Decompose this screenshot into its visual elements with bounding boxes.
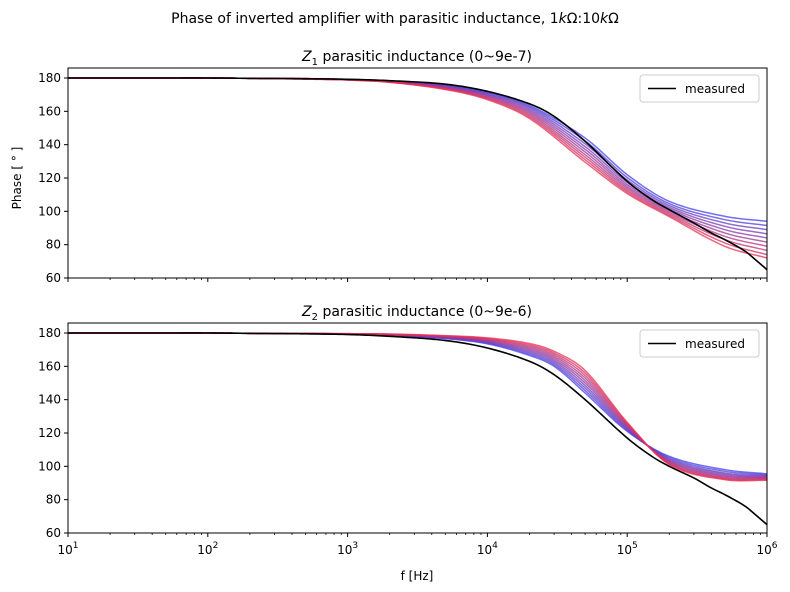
- y-tick-label: 100: [38, 204, 61, 218]
- plot-background: [68, 68, 767, 278]
- x-tick-label: 102: [197, 541, 218, 557]
- series-group: [68, 332, 767, 526]
- y-tick-label: 80: [46, 493, 61, 507]
- subplot-top-ylabel: Phase [ ° ]: [10, 147, 24, 210]
- subplot-top: Z1 parasitic inductance (0~9e-7) Phase […: [10, 49, 768, 285]
- y-tick-label: 100: [38, 459, 61, 473]
- series-group: [68, 77, 767, 271]
- y-tick-label: 140: [38, 138, 61, 152]
- x-tick-label: 103: [337, 541, 358, 557]
- x-tick-label: 105: [617, 541, 638, 557]
- x-tick-label: 104: [477, 541, 498, 557]
- y-tick-label: 160: [38, 104, 61, 118]
- figure-suptitle: Phase of inverted amplifier with parasit…: [171, 11, 619, 27]
- subplot-bottom: Z2 parasitic inductance (0~9e-6) f [Hz] …: [38, 304, 778, 583]
- y-tick-label: 120: [38, 426, 61, 440]
- y-tick-label: 160: [38, 359, 61, 373]
- y-tick-label: 180: [38, 71, 61, 85]
- axes-frame: [67, 322, 768, 534]
- legend: measured: [639, 74, 760, 103]
- y-tick-label: 60: [46, 271, 61, 285]
- y-tick-label: 60: [46, 526, 61, 540]
- legend-label: measured: [685, 337, 745, 351]
- legend: measured: [639, 329, 760, 358]
- axes-frame: [67, 67, 768, 279]
- y-tick-label: 120: [38, 171, 61, 185]
- y-tick-label: 80: [46, 238, 61, 252]
- y-tick-label: 180: [38, 326, 61, 340]
- y-tick-label: 140: [38, 393, 61, 407]
- x-tick-label: 101: [57, 541, 78, 557]
- subplot-top-title: Z1 parasitic inductance (0~9e-7): [301, 49, 532, 68]
- subplot-bottom-title: Z2 parasitic inductance (0~9e-6): [301, 304, 532, 323]
- measured-line: [68, 77, 767, 271]
- subplot-bottom-plot-area: 60 80 100 120 140 160 180 101 102 103 104 105 106 mea…: [38, 322, 778, 557]
- subplot-bottom-xlabel: f [Hz]: [401, 569, 434, 583]
- plot-background: [68, 323, 767, 533]
- measured-line: [68, 332, 767, 526]
- legend-box: [639, 74, 760, 103]
- x-tick-label: 106: [756, 541, 777, 557]
- legend-box: [639, 329, 760, 358]
- legend-label: measured: [685, 82, 745, 96]
- subplot-top-plot-area: 60 80 100 120 140 160 180 measured: [38, 67, 768, 285]
